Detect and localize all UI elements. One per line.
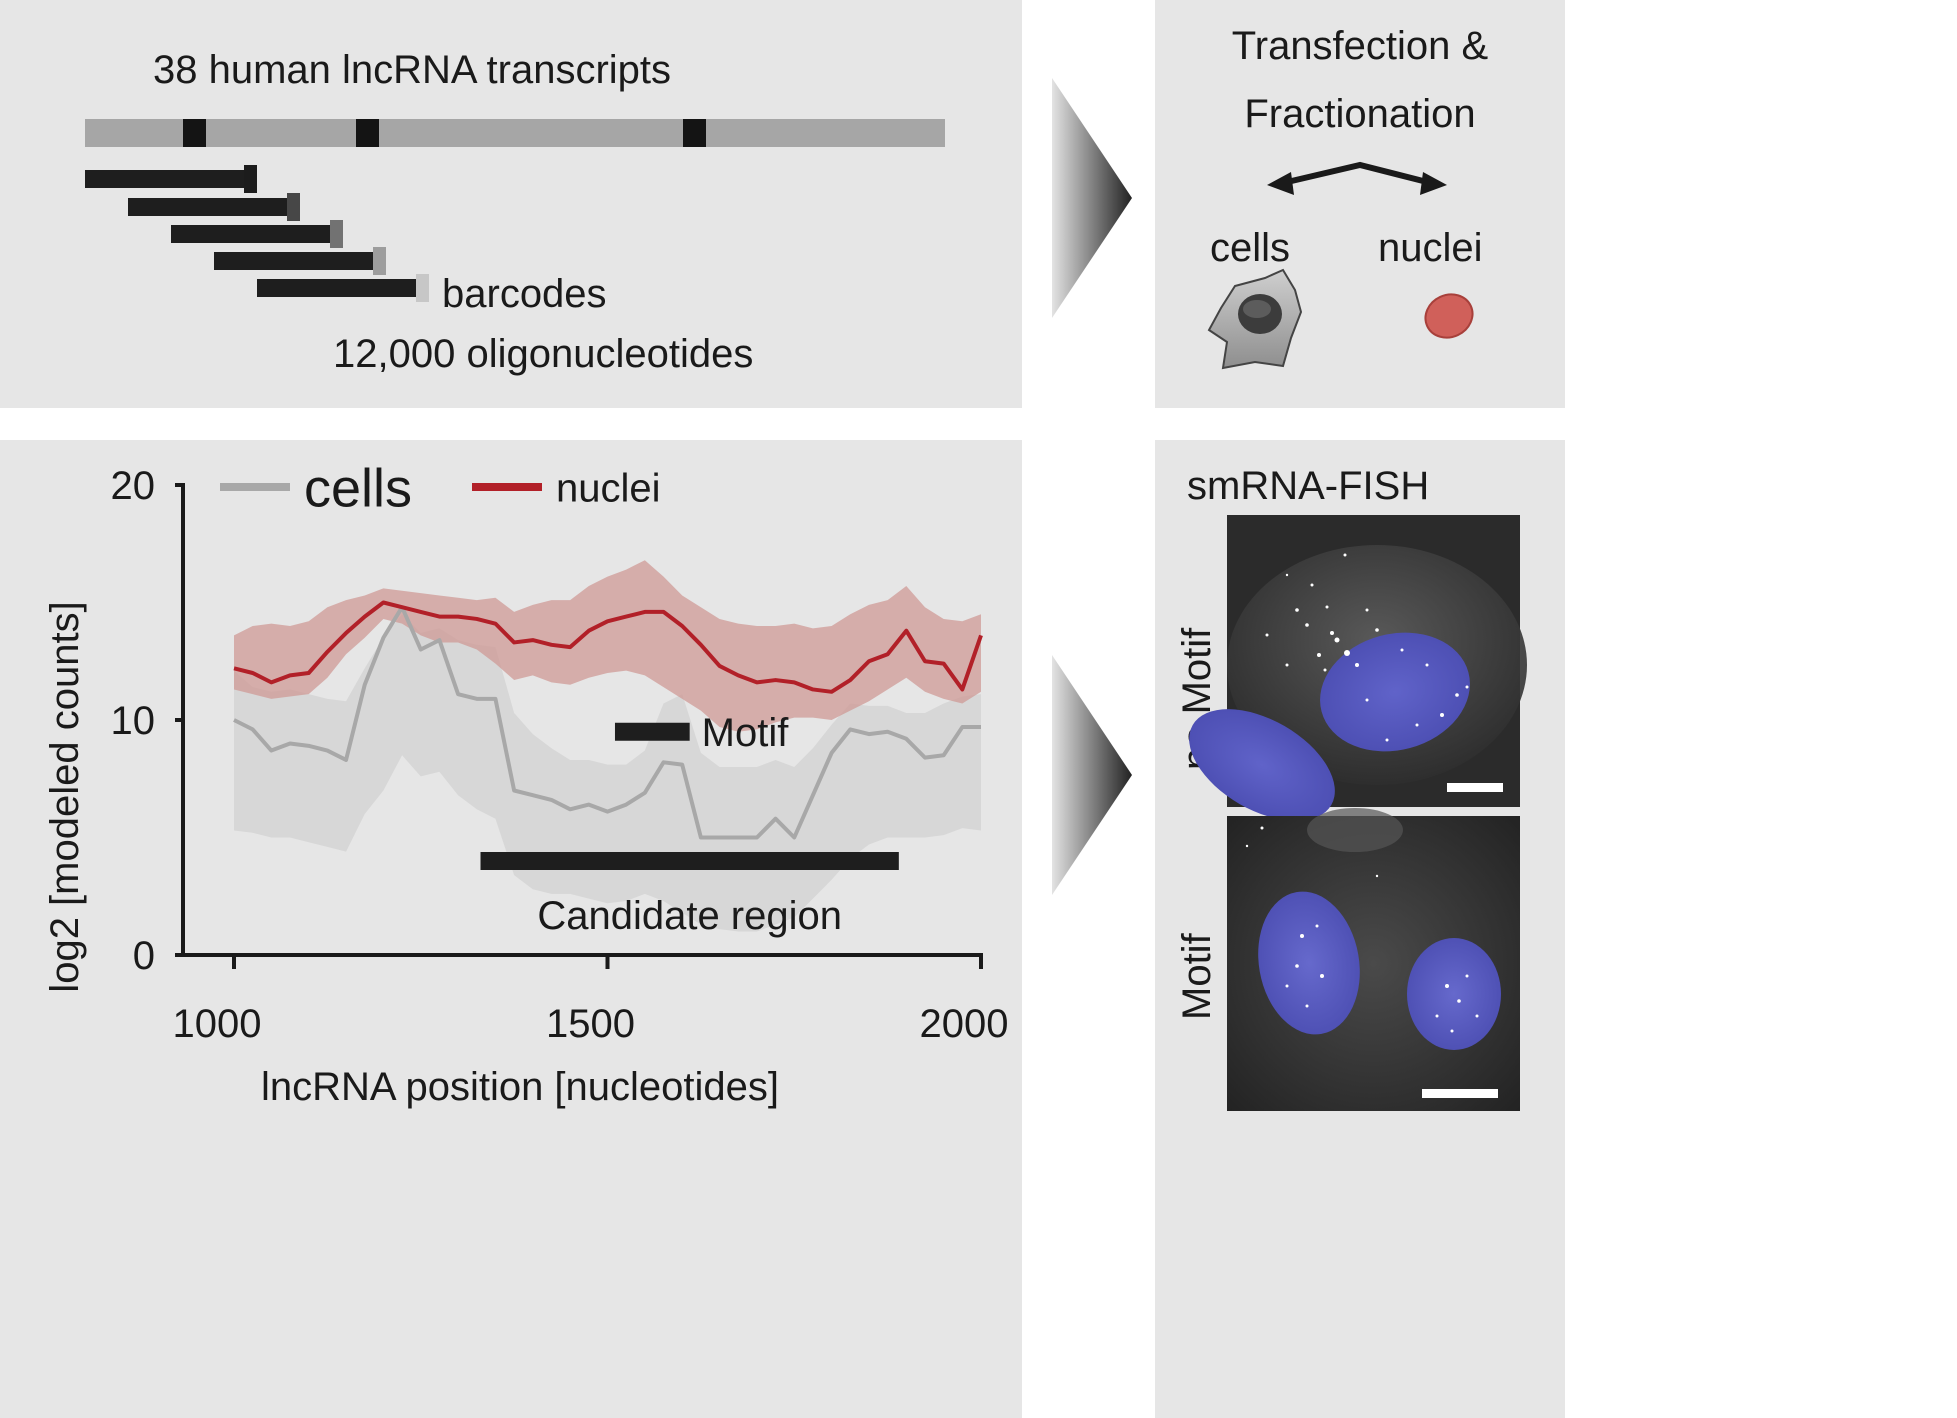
oligo-tile-2 [128,198,288,216]
flow-arrow-1 [1052,78,1132,318]
localization-chart: Motif Candidate region 0 10 20 1000 1500 2000 l… [43,458,1009,1109]
transcript-motif-mark-2 [356,119,379,147]
oligo-barcode-4 [373,247,386,275]
nuclei-label: nuclei [1378,226,1483,270]
cells-series-line [233,605,981,840]
design-title: 38 human lncRNA transcripts [153,48,672,92]
y-axis-title: log2 [modeled counts] [43,601,87,992]
motif-bar [614,722,690,741]
oligo-tile-1 [85,170,245,188]
fish-row2-label: Motif [1175,933,1219,1020]
oligo-tile-5 [257,279,417,297]
fish-image-motif [1227,808,1520,1111]
oligo-barcode-5 [416,274,429,302]
oligo-barcode-1 [244,165,257,193]
candidate-region-bar [480,852,899,870]
library-design-panel: 38 human lncRNA transcripts barcodes 12,… [0,0,1022,408]
oligo-barcode-3 [330,220,343,248]
x-tick-label-2000: 2000 [920,1002,1009,1046]
oligo-count-label: 12,000 oligonucleotides [333,332,754,376]
cell-icon [1207,268,1303,370]
x-axis-title: lncRNA position [nucleotides] [261,1065,779,1109]
motif-label: Motif [702,711,790,755]
barcodes-label: barcodes [442,272,607,316]
cells-legend-label: cells [304,458,412,518]
transcript-bar [85,119,945,147]
localization-plot-panel [0,440,1022,1418]
transcript-motif-mark-3 [683,119,706,147]
y-tick-label-20: 20 [111,464,156,508]
y-tick-label-10: 10 [111,699,156,743]
transfection-title-line1: Transfection & [1231,24,1489,68]
double-arrow-icon [1267,161,1447,195]
transfection-title-line2: Fractionation [1244,92,1476,136]
candidate-region-label: Candidate region [537,894,842,938]
cells-label: cells [1210,226,1291,270]
x-tick-label-1500: 1500 [546,1002,635,1046]
oligo-barcode-2 [287,193,300,221]
oligo-tile-4 [214,252,374,270]
oligo-tile-3 [171,225,331,243]
transcript-motif-mark-1 [183,119,206,147]
x-tick-label-1000: 1000 [173,1002,262,1046]
nucleus-icon [1424,293,1474,339]
nuclei-legend-label: nuclei [556,466,661,510]
nuclei-series-line [233,600,983,694]
nuclei-confidence-band [234,560,981,732]
y-tick-label-0: 0 [133,934,155,978]
transfection-panel: Transfection & Fractionation cells nucle… [1155,0,1565,408]
fish-title: smRNA-FISH [1187,464,1430,508]
flow-arrow-2 [1052,655,1132,895]
fish-image-no-motif [1189,515,1527,821]
